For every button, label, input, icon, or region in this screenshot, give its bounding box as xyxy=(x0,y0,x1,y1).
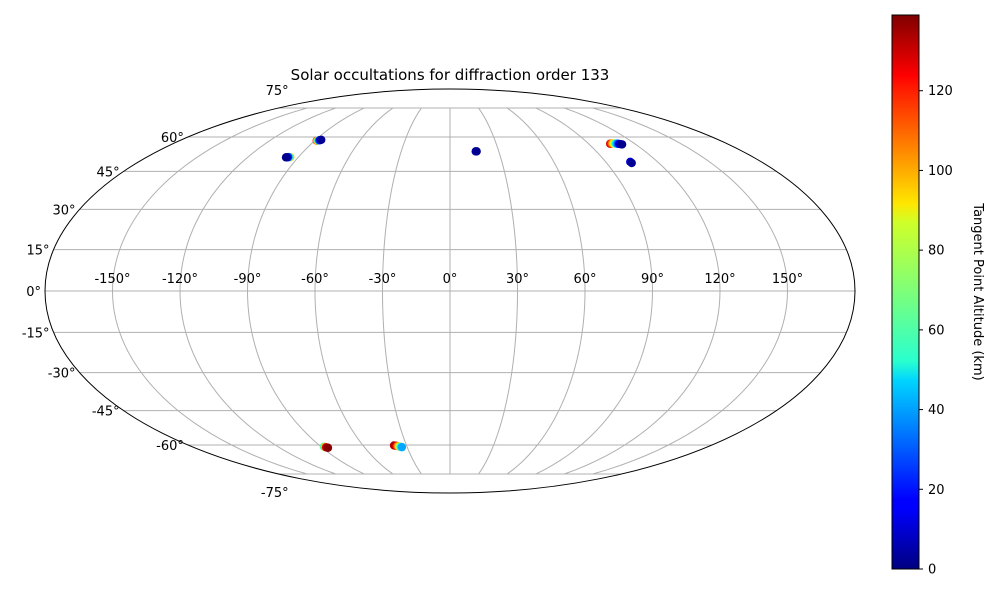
longitude-tick-label: 0° xyxy=(443,272,458,287)
longitude-gridline xyxy=(314,107,394,475)
colorbar-ticks: 0 20 40 60 80 100 120 xyxy=(919,84,953,578)
latitude-tick-label: 15° xyxy=(27,244,50,259)
latitude-tick-label: 60° xyxy=(161,131,184,146)
chart-title: Solar occultations for diffraction order… xyxy=(291,66,610,84)
occultation-point xyxy=(617,140,627,149)
colorbar-tick-label: 40 xyxy=(928,403,945,418)
colorbar-tick-label: 100 xyxy=(928,164,953,179)
latitude-tick-labels: 75° 60° 45° 30° 15° 0° -15° -30° -45° -60° -75° xyxy=(22,84,289,501)
longitude-tick-label: 30° xyxy=(506,272,529,287)
longitude-tick-label: 90° xyxy=(641,272,664,287)
latitude-tick-label: 0° xyxy=(26,285,41,300)
occultation-point xyxy=(281,153,291,162)
occultation-point xyxy=(397,442,407,452)
longitude-gridline xyxy=(179,107,336,475)
latitude-tick-label: -75° xyxy=(261,486,289,501)
colorbar xyxy=(891,14,920,570)
colorbar-tick-label: 80 xyxy=(928,244,945,259)
latitude-tick-label: -15° xyxy=(22,326,50,341)
longitude-gridline xyxy=(246,107,365,475)
occultation-point xyxy=(317,135,326,144)
latitude-tick-label: -30° xyxy=(48,367,76,382)
longitude-gridline xyxy=(506,107,586,475)
longitude-gridline xyxy=(535,107,654,475)
latitude-tick-label: -45° xyxy=(92,405,120,420)
colorbar-tick-label: 60 xyxy=(928,323,945,338)
colorbar-tick-label: 120 xyxy=(928,84,953,99)
data-points xyxy=(281,135,636,452)
longitude-tick-label: 120° xyxy=(704,272,735,287)
occultation-point xyxy=(472,147,481,156)
map-outline xyxy=(44,88,856,494)
longitude-gridline xyxy=(592,107,789,475)
colorbar-tick-label: 20 xyxy=(928,483,945,498)
colorbar-label: Tangent Point Altitude (km) xyxy=(970,202,985,380)
longitude-gridline xyxy=(111,107,308,475)
longitude-tick-label: 150° xyxy=(772,272,803,287)
longitude-tick-label: -150° xyxy=(94,272,130,287)
colorbar-tick-label: 0 xyxy=(928,563,936,578)
graticule xyxy=(45,107,855,475)
longitude-tick-labels: -150° -120° -90° -60° -30° 0° 30° 60° 90° 120° 150… xyxy=(94,272,803,287)
longitude-gridline xyxy=(564,107,721,475)
latitude-tick-label: 45° xyxy=(97,165,120,180)
longitude-tick-label: -60° xyxy=(301,272,329,287)
longitude-gridline xyxy=(478,107,519,475)
longitude-tick-label: -30° xyxy=(369,272,397,287)
latitude-tick-label: 30° xyxy=(52,203,75,218)
occultation-point xyxy=(323,443,333,452)
occultation-point xyxy=(627,158,636,168)
latitude-tick-label: -60° xyxy=(156,439,184,454)
longitude-gridline xyxy=(381,107,422,475)
latitude-tick-label: 75° xyxy=(266,84,289,99)
longitude-tick-label: -90° xyxy=(234,272,262,287)
longitude-tick-label: -120° xyxy=(162,272,198,287)
longitude-tick-label: 60° xyxy=(573,272,596,287)
